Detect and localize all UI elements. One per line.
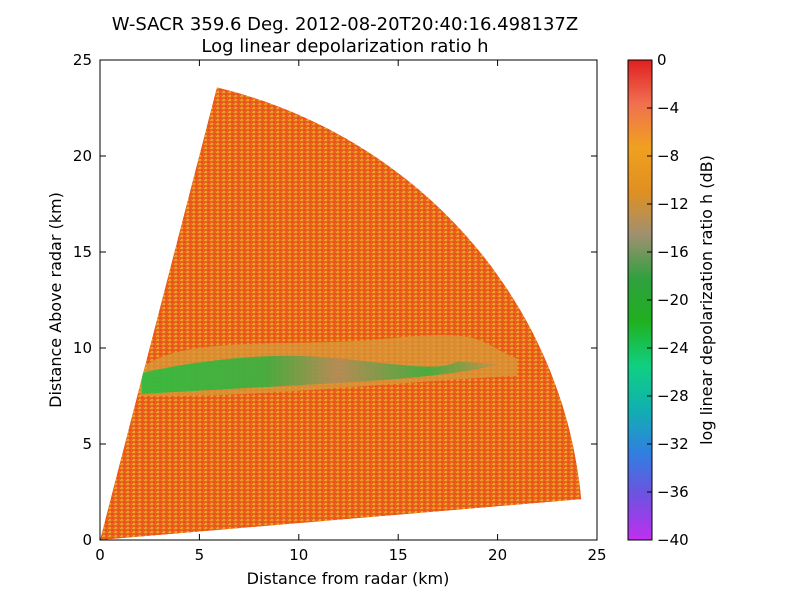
y-tick-label: 20 [73, 147, 92, 165]
plot-area: 0 5 10 15 20 25 0 5 10 15 20 25 [73, 51, 607, 564]
colorbar-tick-label: 0 [657, 51, 667, 69]
x-tick-label: 10 [289, 546, 308, 564]
y-tick-label: 15 [73, 243, 92, 261]
colorbar-tick-label: −24 [657, 339, 689, 357]
colorbar-tick-label: −16 [657, 243, 689, 261]
colorbar-tick-label: −8 [657, 147, 679, 165]
x-tick-label: 0 [95, 546, 105, 564]
y-tick-label: 0 [82, 531, 92, 549]
y-axis-label: Distance Above radar (km) [46, 192, 65, 408]
y-tick-label: 25 [73, 51, 92, 69]
x-tick-label: 5 [195, 546, 205, 564]
chart-subtitle: Log linear depolarization ratio h [201, 36, 488, 57]
colorbar-tick-label: −12 [657, 195, 689, 213]
y-tick-label: 5 [82, 435, 92, 453]
x-axis-label: Distance from radar (km) [247, 569, 450, 588]
colorbar-tick-label: −4 [657, 99, 679, 117]
colorbar-label: log linear depolarization ratio h (dB) [697, 155, 716, 445]
feature-core [141, 355, 498, 394]
feature-band [139, 335, 518, 397]
plot-frame [99, 59, 598, 541]
colorbar-tick-label: −32 [657, 435, 689, 453]
colorbar-tick-label: −36 [657, 483, 689, 501]
chart-title: W-SACR 359.6 Deg. 2012-08-20T20:40:16.49… [112, 14, 578, 35]
x-tick-label: 15 [389, 546, 408, 564]
y-tick-label: 10 [73, 339, 92, 357]
radar-sector-tint [100, 87, 582, 541]
colorbar-tick-label: −20 [657, 291, 689, 309]
x-tick-label: 25 [587, 546, 606, 564]
colorbar: 0 −4 −8 −12 −16 −20 −24 −28 −32 −36 −40 log linear… [627, 51, 716, 549]
colorbar-tick-label: −40 [657, 531, 689, 549]
colorbar-tick-label: −28 [657, 387, 689, 405]
x-tick-label: 20 [488, 546, 507, 564]
radar-sector [100, 87, 582, 541]
